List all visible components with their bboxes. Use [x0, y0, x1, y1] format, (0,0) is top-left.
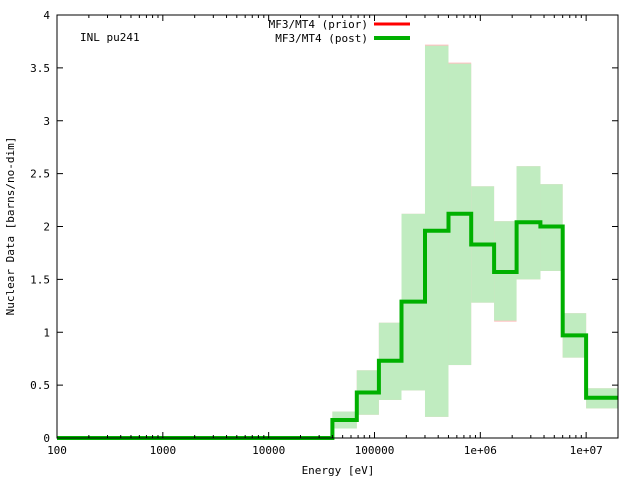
legend: MF3/MT4 (prior)MF3/MT4 (post) — [269, 18, 410, 45]
legend-label-0: MF3/MT4 (prior) — [269, 18, 368, 31]
y-tick-label-1: 0.5 — [30, 379, 50, 392]
uncertainty-bands — [332, 44, 618, 429]
x-axis-label: Energy [eV] — [302, 464, 375, 477]
y-tick-label-0: 0 — [43, 432, 50, 445]
x-tick-label-5: 1e+07 — [570, 444, 603, 457]
x-tick-label-2: 10000 — [252, 444, 285, 457]
series-line-1 — [57, 211, 618, 440]
series-lines — [57, 211, 618, 440]
y-tick-label-7: 3.5 — [30, 62, 50, 75]
y-tick-label-4: 2 — [43, 221, 50, 234]
y-tick-label-8: 4 — [43, 9, 50, 22]
y-tick-label-2: 1 — [43, 326, 50, 339]
y-axis-label: Nuclear Data [barns/no-dim] — [4, 137, 17, 316]
x-tick-label-3: 100000 — [355, 444, 395, 457]
x-tick-label-4: 1e+06 — [464, 444, 497, 457]
y-tick-label-3: 1.5 — [30, 273, 50, 286]
chart-annotation: INL pu241 — [80, 31, 140, 44]
x-tick-label-1: 1000 — [150, 444, 177, 457]
legend-label-1: MF3/MT4 (post) — [275, 32, 368, 45]
x-axis-ticks: 100 1000 10000 100000 1e+06 1e+07 — [47, 15, 603, 457]
x-tick-label-0: 100 — [47, 444, 67, 457]
y-axis-ticks: 0 0.5 1 1.5 2 2.5 3 3.5 4 — [30, 9, 618, 445]
y-tick-label-5: 2.5 — [30, 168, 50, 181]
y-tick-label-6: 3 — [43, 115, 50, 128]
